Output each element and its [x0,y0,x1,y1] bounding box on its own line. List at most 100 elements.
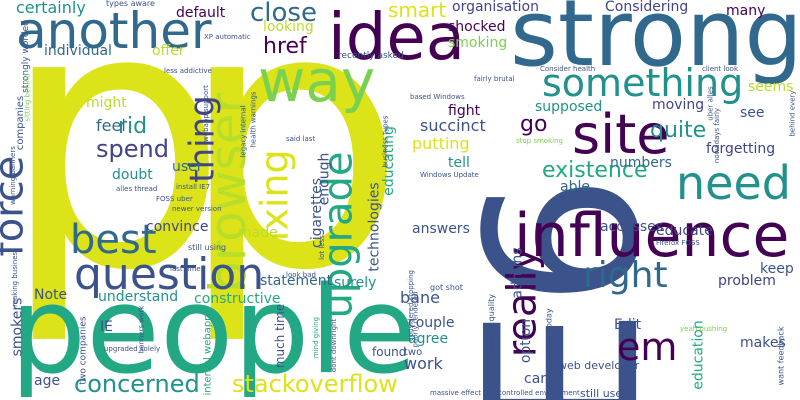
word-close: close [250,0,317,28]
word-quite: quite [650,118,707,143]
word-rid: rid [118,114,148,139]
word-able: able [560,179,590,195]
word-surely: surely [334,275,377,291]
word-accesses: accesses [600,219,664,235]
word-got-shot: got shot [430,283,463,292]
word-smart: smart [388,0,447,22]
word-shocked: shocked [448,19,506,35]
word-problem: problem [718,273,776,289]
word-doubt: doubt [112,167,153,183]
word-types-aware: types aware [106,0,155,8]
word-found: found [372,345,407,359]
word-makes: makes [740,335,786,351]
word-forgetting: forgetting [706,141,776,157]
word-alles-thread: alles thread [116,185,158,193]
word-supposed: supposed [535,99,603,115]
word-technologies: technologies [366,182,383,272]
word-idea: idea [328,1,465,75]
word-less-addictive: less addictive [164,67,212,75]
word-couple: couple [408,315,455,331]
word-succinct: succinct [420,116,486,135]
word-made: made [238,225,278,241]
word-stop-smoking: stop smoking [516,137,563,145]
word-mind-giving: mind giving [312,316,321,359]
word-keep: keep [760,261,794,277]
word-stackoverflow: stackoverflow [232,370,398,398]
word-much-time: much time [273,303,288,369]
word-banners-work: banners work [137,305,146,354]
word-user: user [172,159,203,175]
word-care: care [524,371,555,387]
word-p-1: p [0,0,229,349]
word-organisation: organisation [452,0,539,15]
word-numbers: numbers [610,155,672,171]
word-massive-effect: massive effect [430,389,482,397]
word-statement: statement [260,273,333,289]
word-offer: offer [152,43,185,59]
word-legacy-internal: legacy internal [239,105,248,158]
word-convince: convince [146,219,209,235]
word-considering: Considering [605,0,689,15]
word-em: em [617,325,678,369]
word-fight: fight [448,103,481,119]
word-warning-banners: warning banners [8,146,17,205]
word-work: work [404,354,443,373]
word-two: two [404,347,423,358]
word-consider-health: Consider health [540,65,596,73]
word-sitting-behind: sitting behind [23,73,32,122]
word-note: Note [34,287,68,303]
word-recently-asked: recently asked [338,51,404,61]
word-href: href [263,34,307,59]
word-something: something [542,61,744,105]
word-based-windows: based Windows [410,93,465,101]
word-spend: spend [96,135,169,163]
word-ie: IE [100,319,113,335]
word-way: way [258,47,376,115]
word-want-feedback: want feedback [776,326,786,386]
word-constructive: constructive [194,291,281,307]
word-go: go [520,112,548,137]
word-health-warnings: health warnings [249,91,258,148]
word-bane: bane [400,288,440,307]
word-behind-every: behind every [788,90,797,137]
word-seems: seems [748,79,794,95]
word-looking: looking [263,19,314,35]
word-strong: strong [510,0,800,87]
word-best: best [70,217,157,263]
word-might: might [86,95,127,111]
word-firefox-foss: Firefox FOSS [656,239,700,247]
word-admins: admins [509,247,526,299]
word-default: default [176,5,226,21]
word-tell: tell [448,155,470,171]
word-said-last: said last [286,135,316,143]
word-putting: putting [412,134,470,153]
word-foss-uber: FOSS uber [156,195,193,203]
word-edit: Edit [614,317,642,333]
word-certainly: certainly [16,0,86,17]
word-internal-webapp: internal webapp [202,314,214,396]
word-go-today: go today [544,308,554,344]
word-feel: feel [96,116,126,135]
word-upgraded-solely: upgraded solely [104,345,161,353]
word-fairly-brutal: fairly brutal [474,75,515,83]
word-still-use: still use [580,387,623,400]
word-two-companies: two companies [78,316,89,385]
word-business-types: business types [381,115,390,168]
word-existence: existence [542,158,648,183]
word-many: many [726,3,766,19]
word-web-developer: web developer [558,359,640,372]
word-another: another [16,2,212,60]
word-educate: educate [656,223,713,239]
word-nowadays-fairly: nowadays fairly [713,107,722,164]
word-yeah-pushing: yeah pushing [680,325,728,333]
word-lot-less: lot less [317,235,326,260]
word-site: site [572,103,670,166]
word-client-look: client look [702,65,739,73]
word-still-using: still using [188,243,227,252]
word-right: right [583,255,668,296]
word-last-time: last time [170,265,201,273]
word-influence: influence [514,201,790,271]
word-poorly-rendered: poorly rendered [411,291,420,348]
word-question: question [74,249,265,300]
